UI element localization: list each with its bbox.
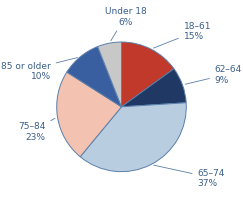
Wedge shape [80, 103, 186, 172]
Text: 18–61
15%: 18–61 15% [154, 22, 211, 49]
Text: 62–64
9%: 62–64 9% [185, 65, 242, 85]
Wedge shape [57, 73, 122, 157]
Wedge shape [67, 47, 122, 107]
Wedge shape [98, 43, 122, 107]
Text: 75–84
23%: 75–84 23% [18, 119, 55, 141]
Wedge shape [122, 69, 186, 107]
Text: Under 18
6%: Under 18 6% [105, 7, 147, 42]
Text: 65–74
37%: 65–74 37% [154, 165, 225, 187]
Text: 85 or older
10%: 85 or older 10% [1, 58, 78, 81]
Wedge shape [122, 43, 174, 107]
